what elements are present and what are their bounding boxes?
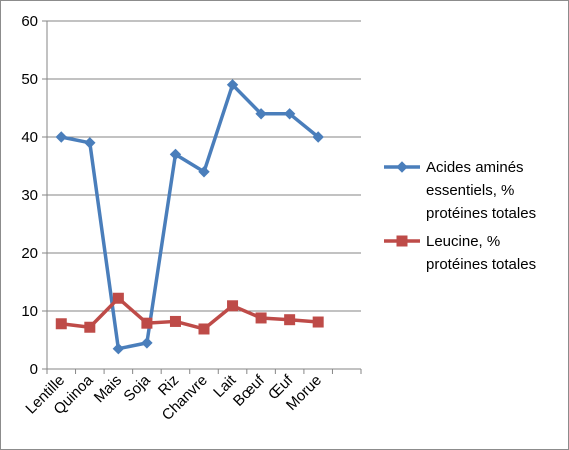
legend-entry-1: Acides aminés essentiels, % protéines tota… xyxy=(384,159,536,222)
legend-label-line: Leucine, % xyxy=(426,233,500,250)
x-tick-label: Soja xyxy=(120,371,154,405)
data-point-square xyxy=(84,321,96,333)
gridlines xyxy=(47,20,361,312)
data-point-diamond xyxy=(84,137,96,149)
data-point-square xyxy=(141,317,153,329)
y-tick-label: 50 xyxy=(21,71,38,88)
data-point-square xyxy=(112,292,124,304)
data-point-diamond xyxy=(112,342,125,355)
y-tick-label: 30 xyxy=(21,187,38,204)
data-point-diamond xyxy=(396,161,408,173)
data-point-square xyxy=(396,235,408,247)
data-point-diamond xyxy=(141,337,153,349)
data-point-diamond xyxy=(55,131,67,143)
data-point-square xyxy=(312,316,324,328)
data-point-diamond xyxy=(169,148,182,161)
data-point-diamond xyxy=(283,108,296,120)
data-point-square xyxy=(169,315,181,327)
series-2 xyxy=(55,292,324,335)
data-point-square xyxy=(55,318,67,330)
data-point-diamond xyxy=(198,166,210,178)
y-tick-label: 0 xyxy=(30,361,38,378)
series-line xyxy=(61,296,319,331)
data-point-diamond xyxy=(226,79,239,91)
data-point-square xyxy=(227,300,239,312)
legend: Acides aminés essentiels, % protéines tota… xyxy=(384,159,536,273)
y-axis-ticks: 0 10 20 30 40 50 60 xyxy=(21,13,47,378)
data-point-diamond xyxy=(255,108,267,120)
data-point-diamond xyxy=(312,131,324,143)
y-tick-label: 20 xyxy=(21,245,38,262)
legend-label-line: essentiels, % xyxy=(426,182,514,199)
series-group xyxy=(55,79,324,355)
legend-label-line: Acides aminés xyxy=(426,159,524,176)
x-tick-label: Bœuf xyxy=(230,371,269,410)
series-line xyxy=(60,83,320,351)
data-point-square xyxy=(255,312,267,324)
y-tick-label: 10 xyxy=(21,303,38,320)
legend-label-line: protéines totales xyxy=(426,256,536,273)
y-tick-label: 40 xyxy=(21,129,38,146)
legend-label-line: protéines totales xyxy=(426,205,536,222)
x-tick-label: Mais xyxy=(91,372,125,406)
legend-entry-2: Leucine, % protéines totales xyxy=(384,233,536,273)
y-tick-label: 60 xyxy=(21,13,38,30)
data-point-square xyxy=(284,314,296,326)
data-point-square xyxy=(198,323,210,335)
series-1 xyxy=(55,79,324,355)
